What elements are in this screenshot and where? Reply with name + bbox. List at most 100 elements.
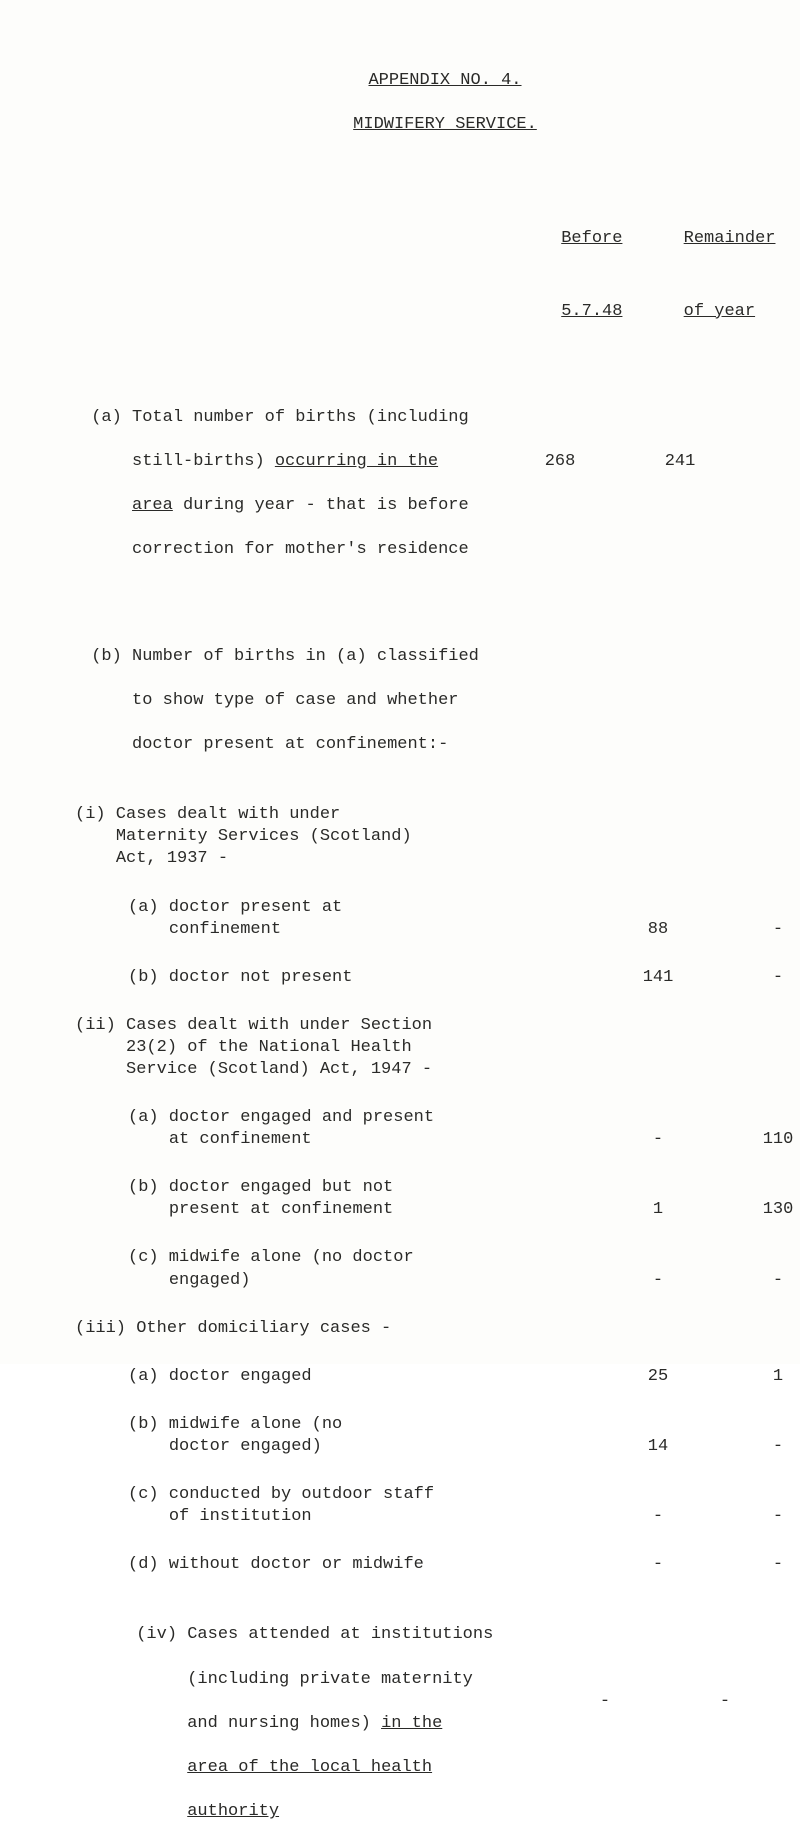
appendix-number-text: APPENDIX NO. 4. [368, 71, 521, 90]
text: still-births) [91, 452, 275, 471]
row-iii-d: (d) without doctor or midwife - - [30, 1554, 740, 1576]
value: - [773, 1271, 783, 1290]
value: - [653, 1130, 663, 1149]
col-before-label: Before [561, 229, 622, 248]
row-iii-d-remainder: - [718, 1554, 800, 1576]
row-iii-c-desc: (c) conducted by outdoor staff of instit… [30, 1484, 598, 1528]
row-iii-c-before: - [598, 1484, 718, 1528]
value: 14 [648, 1437, 668, 1456]
row-ii-c-desc: (c) midwife alone (no doctor engaged) [30, 1247, 598, 1291]
value: - [720, 1692, 730, 1711]
value: 110 [763, 1130, 794, 1149]
row-iii-c-remainder: - [718, 1484, 800, 1528]
text: correction for mother's residence [91, 540, 468, 559]
value: - [653, 1271, 663, 1290]
col-remainder-header: Remainder [622, 206, 775, 272]
row-a-total-before: 268 [500, 385, 620, 473]
text-underline: area [132, 496, 173, 515]
row-ii-header: (ii) Cases dealt with under Section 23(2… [30, 1015, 740, 1081]
value: 1 [773, 1367, 783, 1386]
row-iii-header-desc: (iii) Other domiciliary cases - [30, 1318, 545, 1340]
row-iv-remainder: - [665, 1602, 785, 1712]
column-headers: Before Remainder [30, 206, 740, 272]
row-i-b-before: 141 [598, 967, 718, 989]
row-ii-a-before: - [598, 1107, 718, 1151]
col-before-sub: 5.7.48 [500, 278, 622, 344]
value: - [773, 968, 783, 987]
row-iv-desc: (iv) Cases attended at institutions (inc… [30, 1602, 545, 1845]
row-iii-header: (iii) Other domiciliary cases - [30, 1318, 740, 1340]
text [91, 496, 132, 515]
text: and nursing homes) [136, 1714, 381, 1733]
row-ii-c-remainder: - [718, 1247, 800, 1291]
row-a-total-remainder: 241 [620, 385, 740, 473]
value: 25 [648, 1367, 668, 1386]
value: 241 [665, 452, 696, 471]
value: - [773, 1437, 783, 1456]
row-ii-c-before: - [598, 1247, 718, 1291]
page-title-text: MIDWIFERY SERVICE. [353, 115, 537, 134]
row-iii-a: (a) doctor engaged 25 1 [30, 1366, 740, 1388]
text: doctor present at confinement:- [91, 735, 448, 754]
row-i-a-before: 88 [598, 897, 718, 941]
row-iii-a-before: 25 [598, 1366, 718, 1388]
value: - [773, 1507, 783, 1526]
row-b-header: (b) Number of births in (a) classified t… [30, 624, 740, 779]
row-i-b-remainder: - [718, 967, 800, 989]
text: to show type of case and whether [91, 691, 458, 710]
row-i-header: (i) Cases dealt with under Maternity Ser… [30, 804, 740, 870]
value: 130 [763, 1200, 794, 1219]
row-ii-b-remainder: 130 [718, 1177, 800, 1221]
col-remainder-label: Remainder [684, 229, 776, 248]
text: (including private maternity [136, 1670, 473, 1689]
row-iv-before: - [545, 1602, 665, 1712]
row-i-header-desc: (i) Cases dealt with under Maternity Ser… [30, 804, 545, 870]
row-i-b: (b) doctor not present 141 - [30, 967, 740, 989]
row-iii-d-before: - [598, 1554, 718, 1576]
row-ii-a: (a) doctor engaged and present at confin… [30, 1107, 740, 1151]
text-underline: occurring in the [275, 452, 438, 471]
value: 268 [545, 452, 576, 471]
col-before-sub-text: 5.7.48 [561, 302, 622, 321]
text [136, 1758, 187, 1777]
appendix-number: APPENDIX NO. 4. [150, 70, 740, 92]
value: 141 [643, 968, 674, 987]
col-remainder-sub: of year [622, 278, 755, 344]
row-iii-a-remainder: 1 [718, 1366, 800, 1388]
row-ii-a-desc: (a) doctor engaged and present at confin… [30, 1107, 598, 1151]
text: (a) Total number of births (including [91, 408, 468, 427]
col-before-header: Before [500, 206, 622, 272]
text-underline: authority [187, 1802, 279, 1821]
row-iii-c: (c) conducted by outdoor staff of instit… [30, 1484, 740, 1528]
row-iii-b: (b) midwife alone (no doctor engaged) 14… [30, 1414, 740, 1458]
row-iii-b-before: 14 [598, 1414, 718, 1458]
row-ii-c: (c) midwife alone (no doctor engaged) - … [30, 1247, 740, 1291]
row-iii-b-desc: (b) midwife alone (no doctor engaged) [30, 1414, 598, 1458]
row-ii-b-desc: (b) doctor engaged but not present at co… [30, 1177, 598, 1221]
row-i-a: (a) doctor present at confinement 88 - [30, 897, 740, 941]
row-i-b-desc: (b) doctor not present [30, 967, 598, 989]
value: - [653, 1507, 663, 1526]
value: - [773, 920, 783, 939]
document-page: APPENDIX NO. 4. MIDWIFERY SERVICE. Befor… [0, 0, 800, 1364]
row-ii-b-before: 1 [598, 1177, 718, 1221]
value: - [773, 1555, 783, 1574]
value: 88 [648, 920, 668, 939]
row-a-total: (a) Total number of births (including st… [30, 385, 740, 584]
column-subheaders: 5.7.48 of year [30, 278, 740, 344]
header-block: APPENDIX NO. 4. MIDWIFERY SERVICE. [150, 70, 740, 136]
value: - [600, 1692, 610, 1711]
row-b-header-desc: (b) Number of births in (a) classified t… [30, 624, 500, 779]
row-ii-a-remainder: 110 [718, 1107, 800, 1151]
text-underline: in the [381, 1714, 442, 1733]
text [136, 1802, 187, 1821]
value: - [653, 1555, 663, 1574]
page-title: MIDWIFERY SERVICE. [150, 114, 740, 136]
text: (b) Number of births in (a) classified [91, 647, 479, 666]
row-ii-header-desc: (ii) Cases dealt with under Section 23(2… [30, 1015, 545, 1081]
row-iii-d-desc: (d) without doctor or midwife [30, 1554, 598, 1576]
text-underline: area of the local health [187, 1758, 432, 1777]
text: during year - that is before [173, 496, 469, 515]
row-ii-b: (b) doctor engaged but not present at co… [30, 1177, 740, 1221]
col-remainder-sub-text: of year [684, 302, 755, 321]
